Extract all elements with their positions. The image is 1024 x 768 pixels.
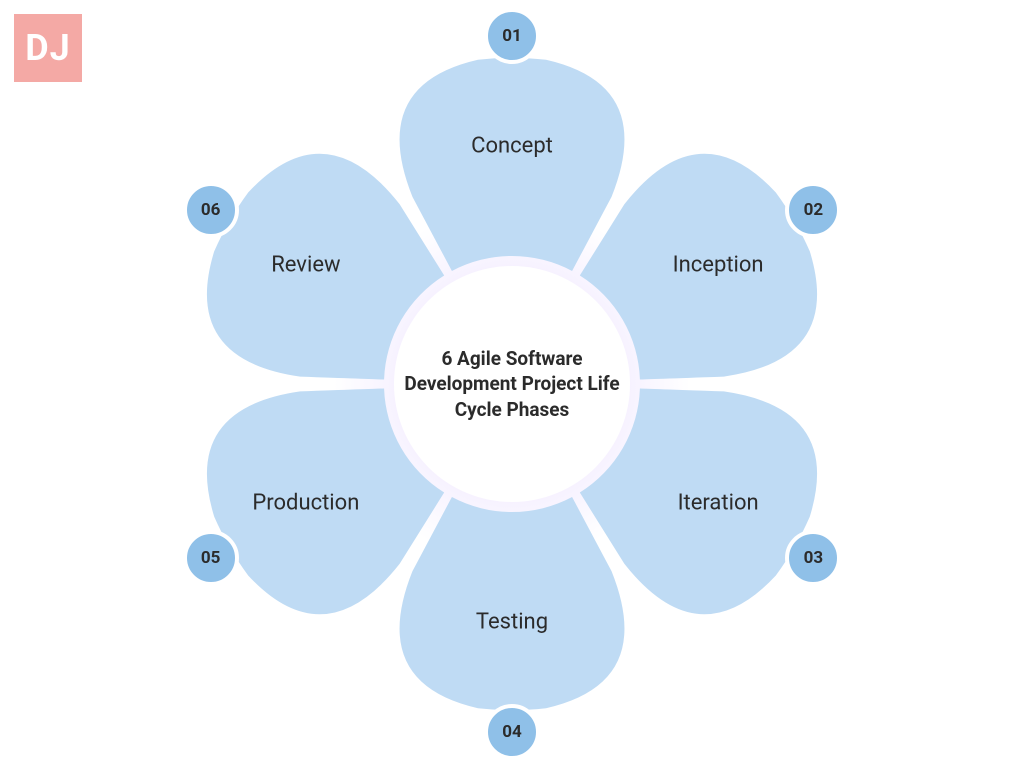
number-badge-text: 03: [804, 548, 824, 568]
number-badge-text: 01: [502, 26, 522, 46]
petal-label-iteration: Iteration: [678, 491, 759, 516]
petal-label-concept: Concept: [471, 134, 553, 159]
number-badge-02: 02: [785, 182, 841, 238]
center-title: 6 Agile Software Development Project Lif…: [402, 346, 622, 423]
number-badge-04: 04: [484, 704, 540, 760]
petal-label-review: Review: [271, 253, 340, 278]
petal-label-production: Production: [252, 491, 359, 516]
number-badge-01: 01: [484, 8, 540, 64]
petal-label-testing: Testing: [476, 610, 548, 635]
petal-label-inception: Inception: [673, 253, 764, 278]
petal-concept: [400, 58, 625, 271]
number-badge-05: 05: [183, 530, 239, 586]
number-badge-03: 03: [785, 530, 841, 586]
number-badge-text: 04: [502, 722, 522, 742]
number-badge-text: 02: [804, 200, 824, 220]
number-badge-text: 05: [201, 548, 221, 568]
number-badge-06: 06: [183, 182, 239, 238]
number-badge-text: 06: [201, 200, 221, 220]
center-circle: 6 Agile Software Development Project Lif…: [394, 266, 630, 502]
diagram-stage: 6 Agile Software Development Project Lif…: [0, 0, 1024, 768]
petal-testing: [400, 497, 625, 710]
